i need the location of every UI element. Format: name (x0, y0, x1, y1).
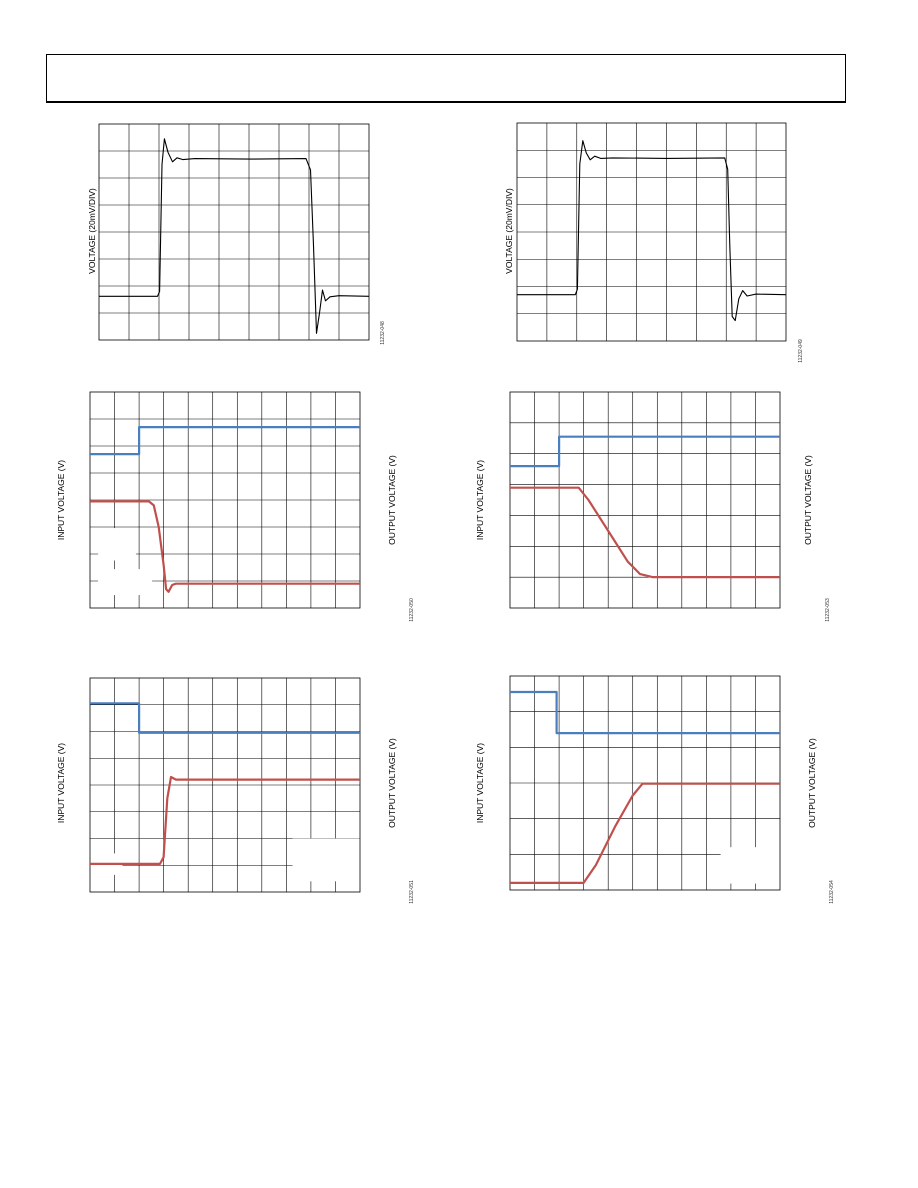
chart-4-frame (89, 677, 361, 893)
chart-4-y2label: OUTPUT VOLTAGE (V) (387, 738, 397, 828)
chart-2-figure-id: 11232-050 (409, 598, 415, 622)
chart-5 (509, 675, 781, 891)
chart-1 (516, 122, 787, 342)
page-header-rule (46, 101, 846, 103)
chart-3-y2label: OUTPUT VOLTAGE (V) (803, 455, 813, 545)
chart-1-ylabel: VOLTAGE (20mV/DIV) (504, 188, 514, 274)
chart-5-annotation-blank (720, 847, 780, 884)
chart-3 (509, 391, 781, 609)
chart-5-y2label: OUTPUT VOLTAGE (V) (807, 738, 817, 828)
chart-4-ylabel: INPUT VOLTAGE (V) (56, 742, 66, 824)
chart-4-series-1 (90, 775, 360, 866)
chart-0 (98, 123, 370, 341)
chart-2-annotation-blank (98, 569, 153, 596)
chart-2-series-1 (90, 500, 360, 593)
chart-4-figure-id: 11232-051 (409, 880, 415, 904)
chart-4-series-0 (90, 702, 360, 734)
chart-3-figure-id: 11232-053 (825, 598, 831, 622)
page-header-box (46, 54, 846, 101)
chart-5-figure-id: 11232-054 (829, 880, 835, 904)
chart-2-annotation-blank (98, 528, 136, 561)
chart-1-figure-id: 11232-049 (798, 339, 804, 363)
chart-1-series-0 (517, 140, 787, 322)
chart-2-series-0 (90, 426, 360, 456)
chart-3-series-1 (510, 486, 780, 579)
chart-3-frame (509, 391, 781, 609)
chart-2-ylabel: INPUT VOLTAGE (V) (56, 459, 66, 541)
chart-5-series-0 (510, 690, 780, 735)
chart-5-ylabel: INPUT VOLTAGE (V) (475, 742, 485, 824)
chart-0-figure-id: 11232-048 (380, 321, 386, 345)
chart-2-frame (89, 391, 361, 609)
chart-3-ylabel: INPUT VOLTAGE (V) (475, 459, 485, 541)
chart-1-frame (516, 122, 787, 342)
chart-0-ylabel: VOLTAGE (20mV/DIV) (87, 188, 97, 274)
chart-2 (89, 391, 361, 609)
chart-3-series-0 (510, 435, 780, 468)
chart-4 (89, 677, 361, 893)
chart-0-series-0 (99, 138, 370, 334)
chart-4-annotation-blank (292, 838, 360, 882)
chart-5-series-1 (510, 782, 780, 885)
chart-0-frame (98, 123, 370, 341)
chart-2-y2label: OUTPUT VOLTAGE (V) (387, 455, 397, 545)
